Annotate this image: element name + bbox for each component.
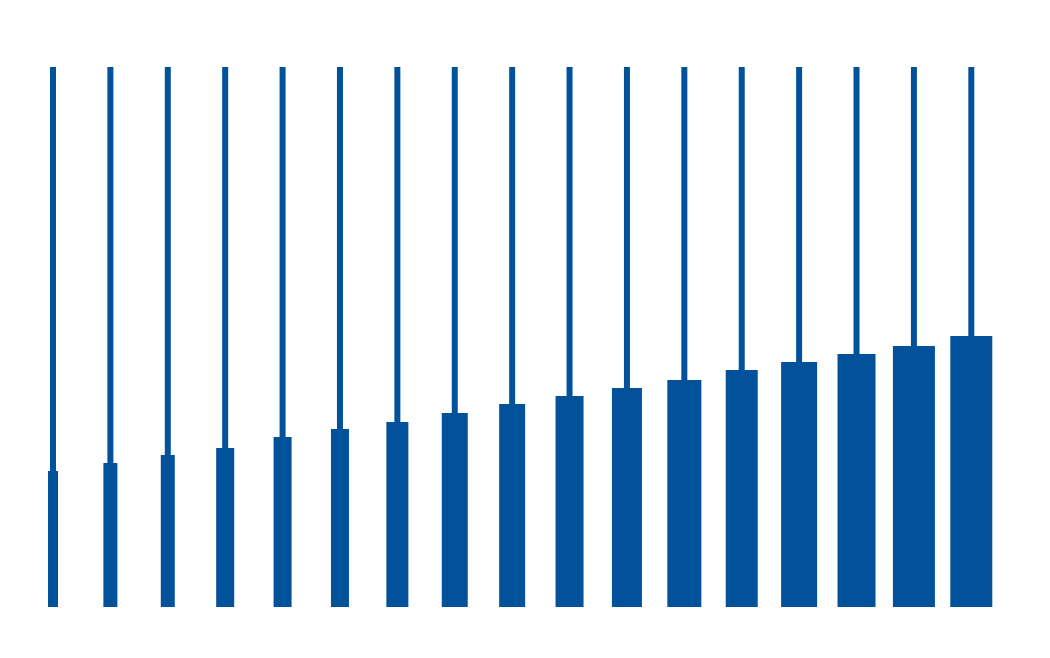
bar xyxy=(837,354,876,607)
bar xyxy=(725,370,758,607)
whisker xyxy=(107,67,114,463)
bar xyxy=(273,437,292,607)
whisker xyxy=(566,67,573,396)
whisker xyxy=(164,67,171,455)
bar xyxy=(950,336,993,607)
bar xyxy=(892,346,935,607)
bar xyxy=(667,380,702,607)
whisker xyxy=(222,67,229,448)
bar xyxy=(330,429,349,607)
whisker xyxy=(738,67,745,370)
bar xyxy=(781,362,818,607)
bar xyxy=(47,471,58,607)
bar xyxy=(441,413,468,607)
bar xyxy=(555,396,584,607)
whisker xyxy=(910,67,917,346)
bar xyxy=(499,404,526,607)
whisker xyxy=(279,67,286,437)
bar xyxy=(611,388,642,607)
bar xyxy=(103,463,118,607)
bar xyxy=(160,455,175,607)
whisker xyxy=(681,67,688,380)
whisker xyxy=(394,67,401,422)
whisker xyxy=(336,67,343,429)
whisker xyxy=(451,67,458,413)
whisker xyxy=(49,67,56,471)
whisker xyxy=(623,67,630,388)
whisker xyxy=(509,67,516,404)
whisker xyxy=(968,67,975,336)
whisker xyxy=(796,67,803,362)
bar xyxy=(216,448,235,607)
whisker xyxy=(853,67,860,354)
bar xyxy=(386,422,409,607)
